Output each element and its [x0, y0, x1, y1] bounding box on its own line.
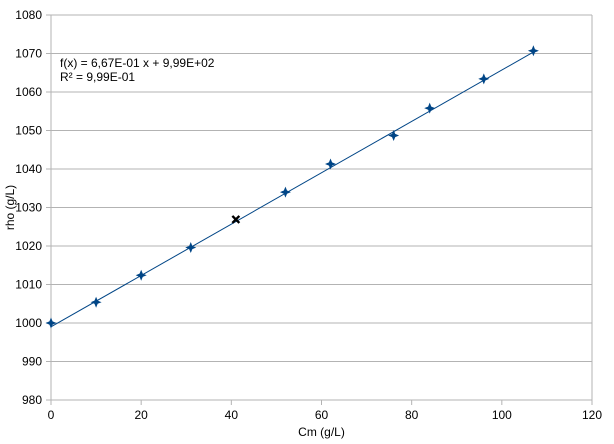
grid — [51, 14, 592, 401]
data-point-x-marker — [231, 215, 241, 224]
trendline-group — [50, 51, 534, 328]
y-axis-title: rho (g/L) — [3, 185, 17, 230]
r-squared-label: R² = 9,99E-01 — [60, 70, 135, 84]
y-tick-label: 1040 — [15, 162, 42, 176]
data-point — [135, 269, 147, 281]
trendline — [50, 51, 534, 328]
axes — [46, 14, 593, 405]
x-tick-label: 80 — [405, 408, 419, 422]
x-tick-label: 60 — [315, 408, 329, 422]
data-point — [424, 102, 436, 114]
x-tick-label: 20 — [134, 408, 148, 422]
y-tick-label: 1060 — [15, 85, 42, 99]
x-axis-title: Cm (g/L) — [298, 425, 345, 439]
trendline-equation: f(x) = 6,67E-01 x + 9,99E+02 — [60, 56, 215, 70]
data-point — [90, 296, 102, 308]
data-point — [185, 242, 197, 254]
y-tick-label: 990 — [22, 355, 42, 369]
data-point — [45, 317, 57, 329]
y-tick-label: 1010 — [15, 278, 42, 292]
data-point — [279, 186, 291, 198]
tick-labels: 9809901000101010201030104010501060107010… — [15, 8, 602, 422]
x-tick-label: 40 — [225, 408, 239, 422]
x-tick-label: 0 — [48, 408, 55, 422]
y-tick-label: 1080 — [15, 8, 42, 22]
y-tick-label: 1020 — [15, 239, 42, 253]
data-point — [478, 73, 490, 85]
data-point — [325, 158, 337, 170]
y-tick-label: 1030 — [15, 201, 42, 215]
y-tick-label: 980 — [22, 393, 42, 407]
y-tick-label: 1050 — [15, 124, 42, 138]
x-tick-label: 120 — [582, 408, 602, 422]
data-points — [45, 45, 539, 329]
x-tick-label: 100 — [492, 408, 512, 422]
y-tick-label: 1000 — [15, 316, 42, 330]
data-point — [527, 45, 539, 57]
y-tick-label: 1070 — [15, 47, 42, 61]
data-point — [388, 130, 400, 142]
